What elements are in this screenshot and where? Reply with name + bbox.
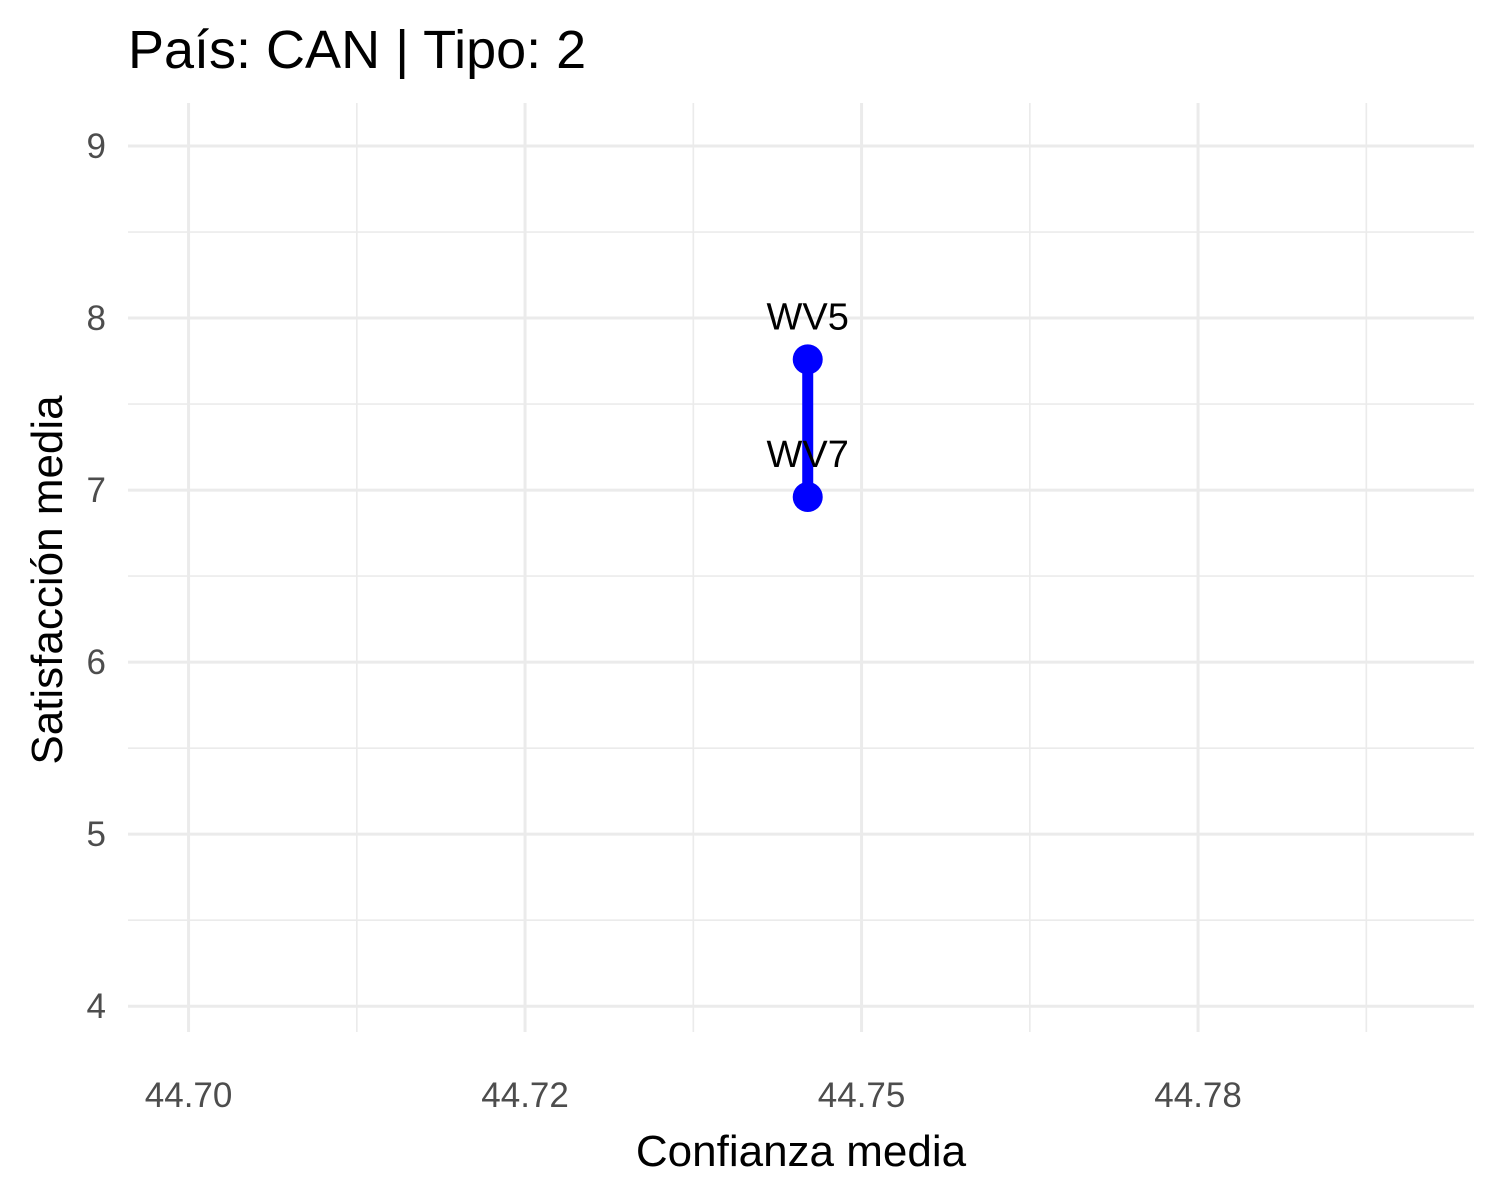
x-axis-title: Confianza media — [636, 1127, 967, 1176]
point-labels: WV5 WV7 — [767, 296, 849, 476]
data-point — [792, 481, 823, 512]
chart-title: País: CAN | Tipo: 2 — [128, 20, 586, 80]
y-tick-label: 9 — [87, 127, 106, 166]
y-tick-label: 6 — [87, 643, 106, 682]
x-tick-label: 44.72 — [481, 1076, 569, 1115]
y-tick-label: 7 — [87, 471, 106, 510]
data-series — [792, 344, 823, 512]
y-tick-label: 8 — [87, 299, 106, 338]
point-label: WV7 — [767, 434, 849, 476]
minor-gridlines — [128, 103, 1474, 1032]
y-tick-label: 5 — [87, 815, 106, 854]
x-tick-labels: 44.70 44.72 44.75 44.78 — [145, 1076, 1242, 1115]
data-point — [792, 344, 823, 375]
y-tick-labels: 4 5 6 7 8 9 — [87, 127, 106, 1026]
x-tick-label: 44.78 — [1154, 1076, 1242, 1115]
major-gridlines — [128, 103, 1474, 1032]
y-tick-label: 4 — [87, 987, 106, 1026]
x-tick-label: 44.75 — [818, 1076, 906, 1115]
y-axis-title: Satisfacción media — [23, 395, 72, 765]
point-label: WV5 — [767, 296, 849, 338]
x-tick-label: 44.70 — [145, 1076, 233, 1115]
